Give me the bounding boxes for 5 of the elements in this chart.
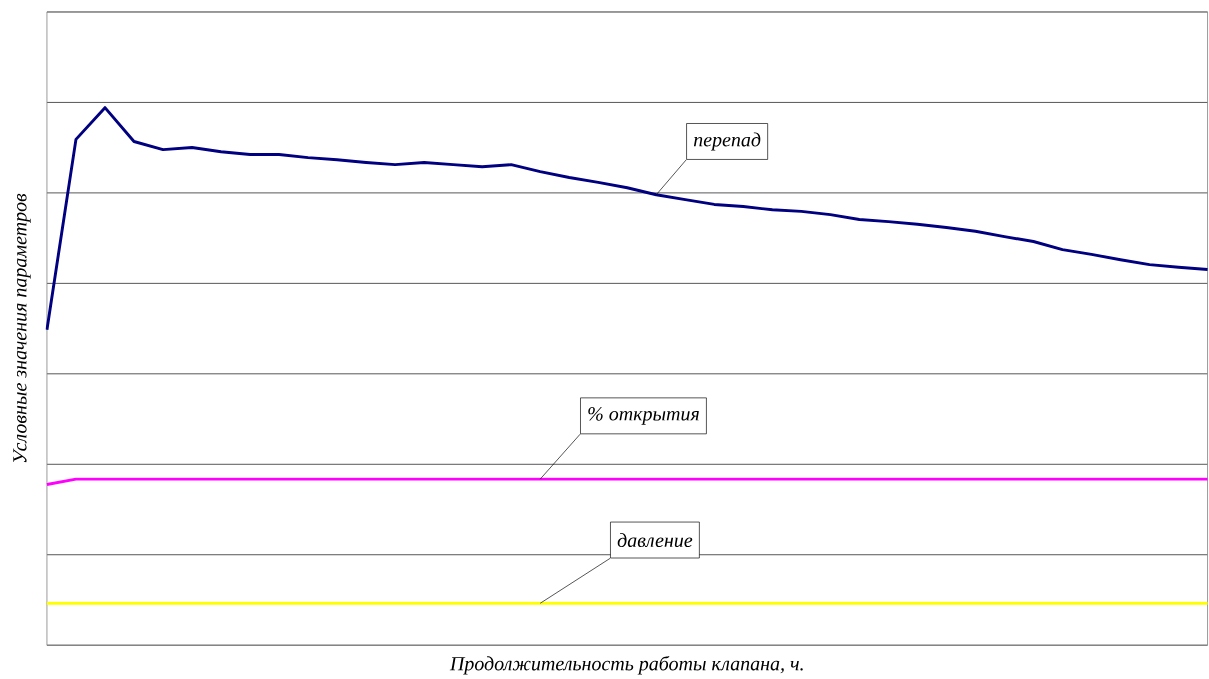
text: давление xyxy=(617,533,693,548)
text: перепад xyxy=(693,132,761,151)
y-axis-title: Условные значения параметров xyxy=(13,193,31,463)
x-axis-title: Продолжительность работы клапана, ч. xyxy=(449,655,803,675)
text: % открытия xyxy=(588,407,699,425)
